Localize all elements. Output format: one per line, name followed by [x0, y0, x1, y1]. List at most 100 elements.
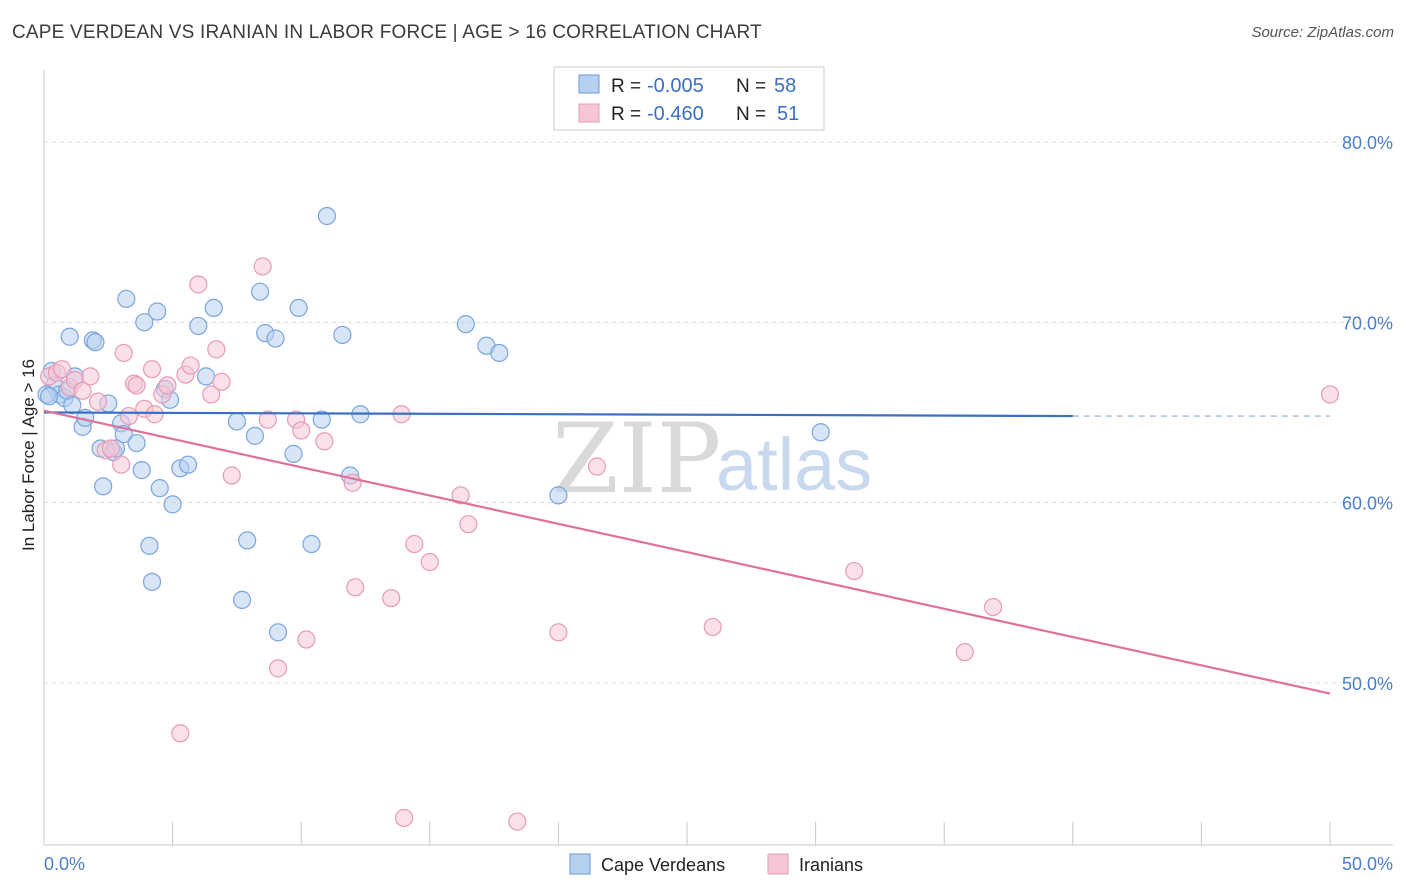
cape-verdean-point	[312, 410, 331, 429]
watermark-atlas: atlas	[716, 423, 872, 506]
cape-verdean-point	[117, 289, 136, 308]
iranian-point	[158, 376, 177, 395]
cape-verdean-point	[268, 623, 288, 642]
iranian-point	[703, 617, 722, 637]
iranian-point	[382, 588, 401, 608]
iranian-point	[127, 376, 146, 395]
iranian-point	[145, 405, 164, 424]
legend-r-label-2: R =	[611, 104, 641, 125]
bottom-legend-swatch-pink	[767, 853, 789, 875]
y-tick-label: 70.0%	[1342, 313, 1393, 333]
cape-verdean-point	[150, 479, 169, 498]
watermark-zip: ZIP	[552, 403, 721, 515]
iranian-point	[88, 392, 108, 411]
cape-verdean-point	[60, 327, 79, 346]
iranian-point	[1320, 385, 1340, 404]
y-axis-label: In Labor Force | Age > 16	[19, 359, 38, 551]
cape-verdean-point	[163, 495, 182, 514]
data-points	[37, 206, 1340, 831]
cape-verdean-point	[250, 282, 270, 301]
cape-verdean-point	[132, 461, 151, 480]
cape-verdean-point	[86, 333, 105, 352]
iranian-point	[81, 367, 100, 386]
iranian-point	[189, 275, 208, 294]
bottom-legend-iranians: Iranians	[799, 855, 863, 875]
iranian-point	[207, 340, 226, 359]
iranian-point	[292, 421, 311, 440]
iranian-point	[114, 343, 133, 363]
iranian-point	[73, 381, 92, 400]
chart-source: Source: ZipAtlas.com	[1251, 24, 1394, 41]
iranian-point	[171, 724, 190, 743]
cape-verdean-point	[245, 426, 265, 445]
iranian-point	[845, 561, 864, 581]
iranian-point	[181, 356, 200, 375]
iranian-point	[268, 659, 288, 678]
iranian-point	[420, 552, 439, 572]
cape-verdean-point	[333, 325, 352, 345]
cape-verdean-point	[135, 313, 154, 332]
cape-verdean-point	[289, 298, 308, 318]
cape-verdean-point	[140, 536, 159, 555]
iranian-point	[459, 515, 478, 534]
cape-verdean-point	[490, 343, 509, 363]
cape-verdean-point	[227, 412, 246, 431]
legend-n-value-1: 58	[774, 75, 796, 97]
cape-verdean-point	[266, 329, 285, 348]
cape-verdean-point	[40, 387, 59, 406]
y-tick-label: 80.0%	[1342, 133, 1393, 153]
legend-n-label-2: N =	[736, 104, 766, 125]
cape-verdean-point	[811, 423, 830, 442]
x-tick-label-min: 0.0%	[44, 854, 85, 874]
legend-r-label-1: R =	[611, 76, 641, 97]
legend-swatch-blue	[578, 74, 600, 94]
bottom-legend-cape-verdeans: Cape Verdeans	[601, 855, 725, 875]
chart-title: CAPE VERDEAN VS IRANIAN IN LABOR FORCE |…	[12, 22, 762, 43]
iranian-point	[983, 597, 1003, 617]
watermark: ZIP atlas	[552, 403, 872, 515]
legend-n-label-1: N =	[736, 76, 766, 97]
x-tick-label-max: 50.0%	[1342, 854, 1393, 874]
cape-verdean-point	[302, 534, 321, 554]
cape-verdean-point	[127, 433, 146, 453]
bottom-legend-swatch-blue	[569, 853, 591, 875]
cape-verdean-point	[94, 477, 113, 496]
bottom-legend: Cape Verdeans Iranians	[569, 853, 863, 875]
iranian-point	[142, 360, 162, 379]
iranian-point	[508, 812, 527, 831]
iranian-point	[955, 643, 974, 662]
iranian-point	[52, 360, 72, 379]
cape-verdean-point	[196, 367, 216, 386]
legend-r-value-2: -0.460	[647, 103, 704, 125]
cape-verdean-point	[232, 590, 252, 609]
cape-verdean-point	[317, 206, 337, 226]
cape-verdean-point	[284, 444, 303, 463]
iranian-point	[119, 406, 138, 426]
cape-verdean-point	[204, 298, 223, 318]
cape-verdean-point	[238, 531, 257, 550]
x-axis-ticks	[43, 822, 1331, 845]
cape-verdean-point	[549, 486, 568, 505]
iranian-point	[549, 623, 568, 642]
iranian-point	[587, 457, 607, 476]
legend-n-value-2: 51	[777, 103, 799, 125]
y-tick-labels: 50.0% 60.0% 70.0% 80.0%	[1342, 133, 1393, 694]
trend-lines	[43, 409, 1331, 695]
iranian-point	[405, 534, 424, 554]
iranian-point	[222, 466, 241, 485]
cape-verdean-point	[456, 315, 475, 334]
cape-verdean-trend-line	[43, 411, 1073, 418]
legend-swatch-pink	[578, 103, 600, 123]
legend-r-value-1: -0.005	[647, 75, 704, 97]
iranian-point	[202, 385, 221, 404]
y-tick-label: 60.0%	[1342, 494, 1393, 514]
cape-verdean-point	[178, 455, 198, 474]
y-tick-label: 50.0%	[1342, 674, 1393, 694]
iranian-point	[346, 578, 365, 597]
iranian-trend-line	[43, 409, 1331, 695]
cape-verdean-point	[142, 572, 162, 591]
iranian-point	[212, 372, 231, 391]
iranian-point	[315, 432, 334, 451]
iranian-point	[112, 455, 131, 474]
grid-lines	[44, 141, 1393, 684]
